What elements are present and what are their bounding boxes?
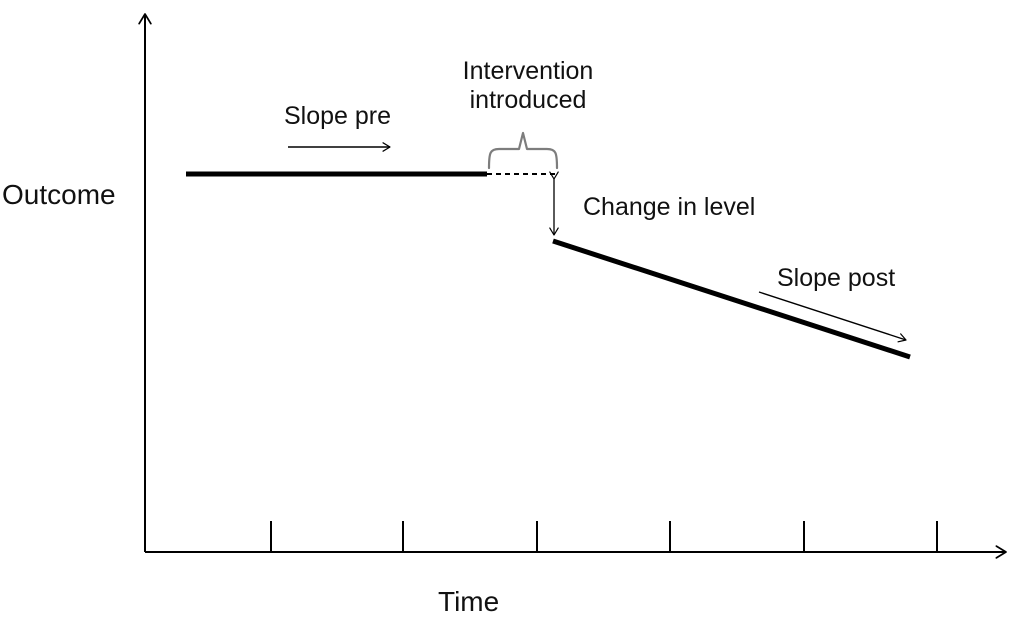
intervention-label-line1: Intervention bbox=[462, 57, 594, 85]
x-axis-ticks bbox=[270, 521, 938, 551]
post-intervention-trend-line bbox=[552, 238, 911, 360]
slope-post-label: Slope post bbox=[777, 264, 896, 292]
slope-pre-label: Slope pre bbox=[284, 102, 392, 130]
change-in-level-label: Change in level bbox=[583, 193, 756, 221]
intervention-brace bbox=[487, 131, 559, 170]
intervention-introduced-label: Intervention introduced bbox=[437, 57, 619, 115]
intervention-label-line2: introduced bbox=[469, 86, 587, 114]
y-axis-label: Outcome bbox=[2, 179, 116, 210]
slope-post-arrow bbox=[758, 291, 907, 343]
x-axis-label: Time bbox=[438, 586, 500, 617]
